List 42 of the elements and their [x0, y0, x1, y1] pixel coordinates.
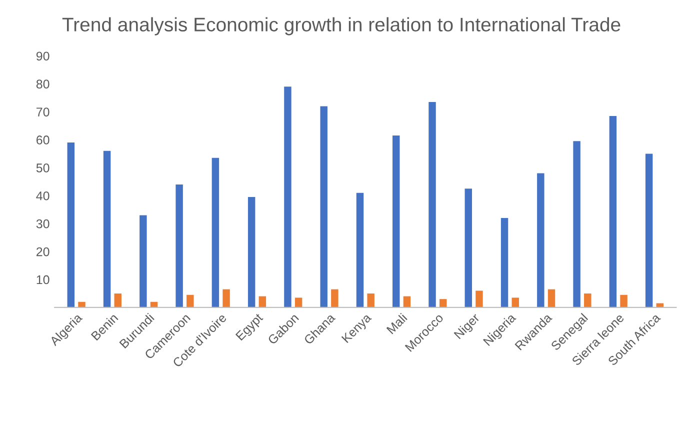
bar — [500, 218, 508, 308]
bar — [645, 154, 653, 308]
bar — [258, 296, 266, 308]
bar — [367, 293, 374, 308]
y-tick-label: 60 — [36, 136, 50, 144]
y-tick-label: 40 — [36, 191, 50, 200]
bar — [584, 293, 592, 308]
bar — [392, 136, 400, 308]
bar — [439, 299, 447, 308]
bar — [403, 296, 411, 308]
bar — [176, 184, 183, 308]
y-tick-label: 50 — [36, 164, 50, 172]
bar — [320, 106, 328, 308]
bar — [356, 192, 364, 308]
bar — [512, 298, 519, 308]
bar — [294, 298, 302, 308]
bar — [284, 86, 292, 308]
bar — [609, 116, 617, 308]
bar — [186, 294, 194, 308]
bar — [476, 290, 483, 308]
y-tick-label: 30 — [36, 219, 50, 228]
y-tick-label: 90 — [36, 52, 50, 61]
y-tick-label: 70 — [36, 108, 50, 116]
bar — [212, 158, 220, 308]
bar — [573, 141, 580, 308]
bar — [620, 294, 628, 308]
y-tick-label: 80 — [36, 80, 50, 88]
bar — [248, 197, 256, 308]
bar — [78, 302, 86, 308]
bar — [537, 173, 544, 308]
bar — [103, 150, 111, 308]
bar — [548, 289, 556, 308]
bar — [331, 289, 338, 308]
bar — [67, 142, 75, 308]
chart-title: Trend analysis Economic growth in relation to International Trade — [62, 17, 620, 36]
bar — [140, 215, 147, 308]
bar — [428, 102, 436, 308]
y-tick-label: 20 — [36, 247, 50, 256]
bar — [114, 293, 122, 308]
bar — [222, 289, 230, 308]
bar — [464, 188, 472, 308]
y-tick-label: 10 — [36, 275, 50, 284]
